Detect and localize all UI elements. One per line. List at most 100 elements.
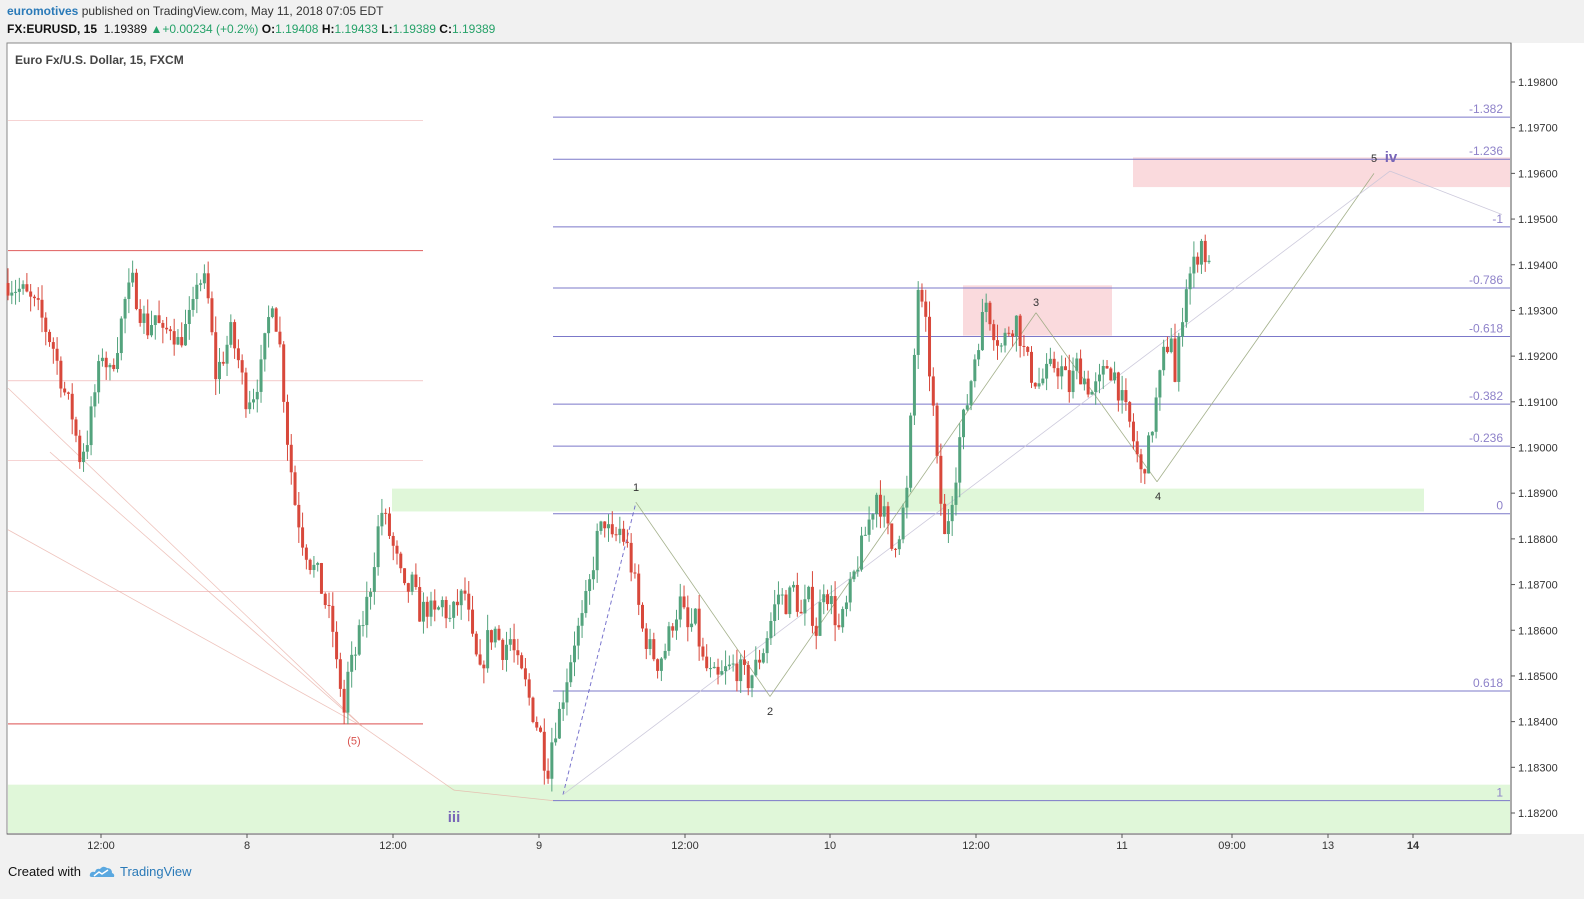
candle-body[interactable]	[542, 731, 546, 771]
candle-body[interactable]	[1124, 390, 1128, 403]
candle-body[interactable]	[225, 344, 229, 364]
price-chart[interactable]: Euro Fx/U.S. Dollar, 15, FXCM -1.382 -1.2…	[0, 0, 1584, 860]
candle-body[interactable]	[792, 584, 796, 588]
candle-body[interactable]	[429, 600, 433, 617]
candle-body[interactable]	[644, 628, 648, 649]
candle-body[interactable]	[1071, 370, 1075, 393]
candle-body[interactable]	[319, 563, 323, 594]
candle-body[interactable]	[36, 298, 40, 300]
candle-body[interactable]	[671, 626, 675, 631]
candle-body[interactable]	[610, 524, 614, 535]
candle-body[interactable]	[508, 639, 512, 645]
candle-body[interactable]	[1026, 346, 1030, 352]
candle-body[interactable]	[112, 364, 116, 370]
candle-body[interactable]	[701, 646, 705, 657]
candle-body[interactable]	[633, 572, 637, 574]
candle-body[interactable]	[93, 392, 97, 407]
candle-body[interactable]	[361, 625, 365, 627]
candle-body[interactable]	[350, 654, 354, 672]
candle-body[interactable]	[1162, 346, 1166, 371]
candle-body[interactable]	[531, 697, 535, 722]
candle-body[interactable]	[890, 523, 894, 549]
candle-body[interactable]	[17, 288, 21, 292]
candle-body[interactable]	[807, 586, 811, 600]
candle-body[interactable]	[822, 594, 826, 603]
candle-body[interactable]	[1041, 378, 1045, 384]
candle-body[interactable]	[595, 530, 599, 571]
candle-body[interactable]	[474, 633, 478, 655]
candle-body[interactable]	[1052, 358, 1056, 369]
candle-body[interactable]	[1143, 469, 1147, 474]
candle-body[interactable]	[214, 332, 218, 380]
candle-body[interactable]	[66, 392, 70, 394]
candle-body[interactable]	[323, 593, 327, 606]
candle-body[interactable]	[988, 302, 992, 325]
candle-body[interactable]	[157, 315, 161, 323]
candle-body[interactable]	[365, 596, 369, 626]
candle-body[interactable]	[1075, 358, 1079, 371]
candle-body[interactable]	[335, 631, 339, 660]
candle-body[interactable]	[742, 659, 746, 665]
candle-body[interactable]	[32, 296, 36, 299]
candle-body[interactable]	[82, 451, 86, 463]
candle-body[interactable]	[780, 594, 784, 596]
candle-body[interactable]	[263, 333, 267, 360]
candle-body[interactable]	[471, 609, 475, 634]
candle-body[interactable]	[251, 399, 255, 403]
candle-body[interactable]	[882, 506, 886, 517]
candle-body[interactable]	[421, 601, 425, 622]
candle-body[interactable]	[954, 482, 958, 505]
candle-body[interactable]	[327, 605, 331, 607]
candle-body[interactable]	[1181, 322, 1185, 337]
candle-body[interactable]	[852, 571, 856, 580]
candle-body[interactable]	[274, 308, 278, 332]
candle-body[interactable]	[44, 317, 48, 332]
candle-body[interactable]	[165, 327, 169, 330]
candle-body[interactable]	[1022, 345, 1026, 347]
candle-body[interactable]	[25, 284, 29, 292]
candle-body[interactable]	[406, 583, 410, 592]
candle-body[interactable]	[1120, 390, 1124, 401]
candle-body[interactable]	[901, 507, 905, 540]
candle-body[interactable]	[527, 679, 531, 698]
candle-body[interactable]	[1192, 256, 1196, 274]
candle-body[interactable]	[1169, 338, 1173, 353]
candle-body[interactable]	[74, 419, 78, 436]
candle-body[interactable]	[803, 599, 807, 614]
candle-body[interactable]	[724, 666, 728, 672]
candle-body[interactable]	[931, 376, 935, 406]
candle-body[interactable]	[848, 579, 852, 603]
candle-body[interactable]	[410, 574, 414, 592]
candle-body[interactable]	[108, 364, 112, 368]
candle-body[interactable]	[403, 568, 407, 584]
candle-body[interactable]	[168, 329, 172, 332]
candle-body[interactable]	[920, 289, 924, 302]
candle-body[interactable]	[539, 727, 543, 732]
candle-body[interactable]	[342, 688, 346, 713]
candle-body[interactable]	[1101, 365, 1105, 375]
candle-body[interactable]	[962, 409, 966, 438]
candle-body[interactable]	[909, 415, 913, 488]
candle-body[interactable]	[316, 563, 320, 565]
candle-body[interactable]	[652, 639, 656, 660]
candle-body[interactable]	[1154, 397, 1158, 432]
candle-body[interactable]	[984, 302, 988, 313]
candle-body[interactable]	[996, 340, 1000, 346]
candle-body[interactable]	[493, 628, 497, 643]
candle-body[interactable]	[557, 708, 561, 739]
candle-body[interactable]	[448, 617, 452, 619]
candle-body[interactable]	[603, 521, 607, 529]
candle-body[interactable]	[240, 360, 244, 373]
candle-body[interactable]	[89, 406, 93, 446]
candle-body[interactable]	[1037, 383, 1041, 387]
candle-body[interactable]	[1067, 370, 1071, 393]
candle-body[interactable]	[505, 644, 509, 660]
candle-body[interactable]	[784, 594, 788, 615]
candle-body[interactable]	[229, 322, 233, 345]
candle-body[interactable]	[10, 292, 14, 296]
candle-body[interactable]	[29, 291, 33, 297]
candle-body[interactable]	[674, 619, 678, 631]
candle-body[interactable]	[607, 524, 610, 529]
candle-body[interactable]	[51, 342, 55, 349]
candle-body[interactable]	[690, 623, 694, 628]
